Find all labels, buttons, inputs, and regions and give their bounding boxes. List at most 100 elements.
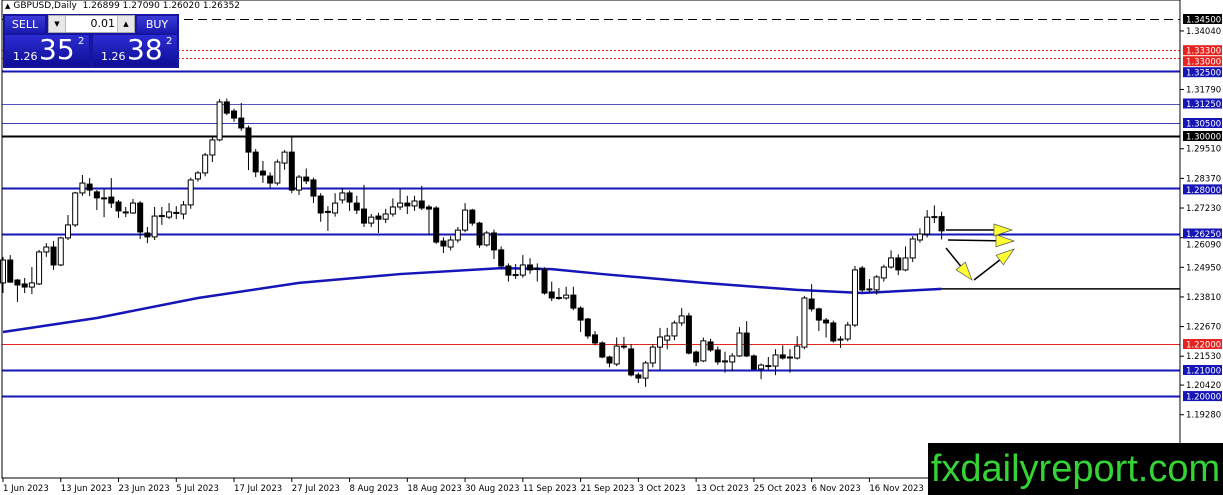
- bull-candle-body: [72, 192, 79, 226]
- candle: [534, 263, 541, 282]
- bull-candle-body: [36, 251, 43, 285]
- bear-candle-body: [122, 211, 129, 214]
- candle: [382, 208, 389, 224]
- bull-candle-body: [180, 204, 187, 215]
- level-price-label: 1.22000: [1186, 341, 1221, 351]
- candle: [324, 206, 331, 231]
- price-tick-label: 1.34040: [1186, 27, 1221, 37]
- price-tick-label: 1.22670: [1186, 323, 1221, 333]
- candle: [144, 227, 151, 244]
- bear-candle-body: [527, 264, 534, 271]
- candle: [296, 175, 303, 196]
- candle: [678, 308, 685, 326]
- forecast-arrow: [945, 247, 973, 281]
- bull-candle-body: [166, 211, 173, 218]
- candle: [866, 279, 873, 294]
- arrow-head: [955, 261, 973, 281]
- bull-candle-body: [880, 266, 887, 279]
- level-price-badge: [1183, 118, 1222, 128]
- candle: [187, 177, 194, 209]
- bull-candle-body: [736, 332, 743, 357]
- candle: [223, 98, 230, 116]
- candle: [743, 321, 750, 357]
- bull-candle-body: [613, 345, 620, 365]
- bear-candle-body: [714, 349, 721, 363]
- forecast-arrows: [945, 223, 1016, 281]
- price-tick-label: 1.19280: [1186, 411, 1221, 421]
- candle: [317, 193, 324, 222]
- arrow-head: [995, 248, 1015, 266]
- bull-candle-body: [0, 259, 6, 284]
- sell-button[interactable]: SELL: [5, 16, 45, 33]
- candle: [7, 255, 14, 283]
- bear-candle-body: [375, 215, 382, 220]
- bear-candle-body: [808, 298, 815, 310]
- candle: [14, 279, 21, 302]
- candle: [570, 286, 577, 311]
- bear-candle-body: [433, 207, 440, 243]
- level-price-label: 1.34500: [1186, 16, 1221, 26]
- bear-candle-body: [108, 196, 115, 204]
- price-tick-label: 1.20420: [1186, 381, 1221, 391]
- candle: [851, 266, 858, 328]
- bear-candle-body: [779, 354, 786, 359]
- bull-candle-body: [924, 216, 931, 235]
- price-tick-label: 1.23810: [1186, 293, 1221, 303]
- candle: [43, 243, 50, 257]
- price-tick-label: 1.27230: [1186, 204, 1221, 214]
- bull-candle-body: [765, 365, 772, 368]
- candle: [620, 336, 627, 350]
- candles: [0, 98, 945, 387]
- lot-stepper[interactable]: ▼ 0.01 ▲: [48, 15, 135, 33]
- time-tick-label: 6 Nov 2023: [812, 484, 861, 494]
- bull-candle-body: [151, 215, 158, 238]
- candle: [389, 198, 396, 217]
- forecast-arrow: [946, 223, 1014, 237]
- level-price-badge: [1183, 56, 1222, 67]
- triangle-up-icon: ▲: [5, 2, 11, 10]
- buy-button[interactable]: BUY: [137, 16, 177, 33]
- bull-candle-body: [534, 267, 541, 270]
- triangle-down-icon[interactable]: ▼: [49, 16, 66, 32]
- buy-price[interactable]: 1.26 38 2: [93, 33, 177, 66]
- sell-price[interactable]: 1.26 35 2: [5, 33, 89, 66]
- time-tick-label: 30 Aug 2023: [465, 484, 519, 494]
- bear-candle-body: [259, 170, 266, 176]
- candle: [397, 189, 404, 211]
- level-price-label: 1.28000: [1186, 186, 1221, 196]
- bear-candle-body: [231, 110, 238, 119]
- candle: [938, 211, 945, 240]
- candle: [736, 327, 743, 357]
- level-price-label: 1.33000: [1186, 58, 1221, 68]
- bear-candle-body: [303, 176, 310, 182]
- candle: [86, 178, 93, 197]
- candle: [599, 341, 606, 359]
- candle: [202, 152, 209, 177]
- bear-candle-body: [223, 101, 230, 114]
- time-axis: 1 Jun 2023 13 Jun 2023 23 Jun 2023 5 Jul 20…: [2, 478, 924, 494]
- level-price-label: 1.30000: [1186, 133, 1221, 143]
- candle: [93, 190, 100, 211]
- bear-candle-body: [815, 308, 822, 321]
- candle: [859, 266, 866, 292]
- candle: [462, 203, 469, 233]
- bull-candle-body: [447, 239, 454, 248]
- watermark: fxdailyreport.com: [928, 443, 1223, 495]
- candle: [765, 357, 772, 370]
- bull-candle-body: [187, 179, 194, 206]
- bull-candle-body: [563, 294, 570, 299]
- candle: [288, 136, 295, 194]
- bear-candle-body: [173, 211, 180, 214]
- triangle-up-icon[interactable]: ▲: [117, 16, 134, 32]
- bull-candle-body: [931, 216, 938, 219]
- bear-candle-body: [895, 257, 902, 271]
- candle: [613, 337, 620, 367]
- lot-size-input[interactable]: 0.01: [90, 17, 116, 30]
- candle: [411, 195, 418, 211]
- bull-candle-body: [888, 257, 895, 268]
- level-price-label: 1.30500: [1186, 120, 1221, 130]
- bull-candle-body: [758, 364, 765, 370]
- bull-candle-body: [649, 346, 656, 364]
